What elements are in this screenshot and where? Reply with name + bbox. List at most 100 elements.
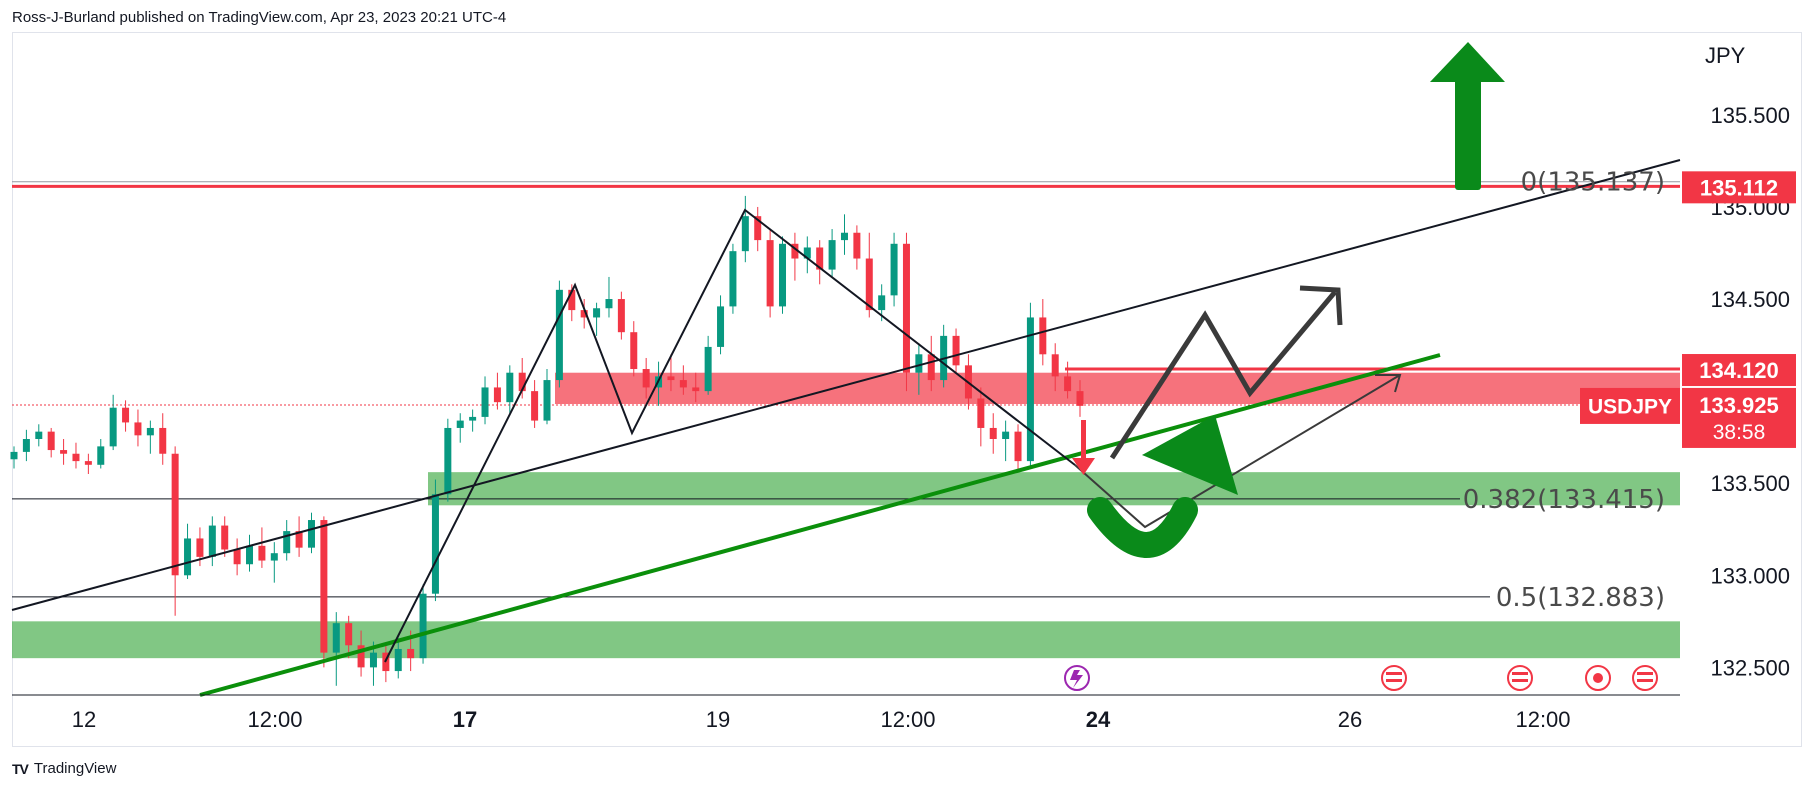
candle-body [122, 407, 130, 423]
green-up-arrow-head [1430, 42, 1505, 82]
candle-body [679, 380, 687, 388]
upper-trendline [11, 159, 1681, 611]
x-tick-label: 12:00 [247, 707, 302, 732]
candle-body [555, 289, 563, 381]
zone-resistance-0 [555, 372, 1680, 405]
lightning-icon [1070, 670, 1083, 688]
candle-body [766, 240, 774, 307]
candle-body [307, 520, 315, 548]
candle-body [977, 398, 985, 428]
candle-body [667, 376, 675, 381]
symbol-badge-bg [1580, 387, 1680, 424]
candle-body [878, 295, 886, 311]
x-tick-label: 24 [1086, 707, 1111, 732]
candle-body [171, 453, 179, 576]
candle-body [258, 545, 266, 561]
candle-body [493, 387, 501, 403]
candle-body [1002, 431, 1010, 440]
candle-body [72, 453, 80, 462]
candle-body [791, 243, 799, 259]
candle-body [419, 593, 427, 659]
us-flag-event-icon-stripe [1637, 672, 1653, 675]
y-tick-label: 133.000 [1710, 563, 1790, 588]
candle-body [394, 648, 402, 672]
green-trendline [199, 353, 1441, 697]
x-tick-label: 19 [706, 707, 730, 732]
candle-body [642, 369, 650, 388]
candle-body [543, 380, 551, 421]
candle-body [109, 407, 117, 447]
fib-label-1: 0.382(133.415) [1463, 485, 1665, 515]
candle-body [989, 427, 997, 440]
candle-body [828, 240, 836, 270]
candle-body [97, 446, 105, 465]
candle-body [345, 623, 353, 646]
candle-body [407, 648, 415, 659]
projection-path [1109, 290, 1337, 460]
candle-body [469, 416, 477, 421]
projection-arrowhead [1299, 285, 1343, 326]
candle-body [605, 299, 613, 309]
price-badge-135112-bg [1682, 171, 1796, 204]
y-tick-label: 134.500 [1710, 287, 1790, 312]
y-tick-label: 132.500 [1710, 655, 1790, 680]
countdown-label: 38:58 [1713, 421, 1766, 444]
candle-body [1076, 391, 1084, 406]
x-tick-label: 12:00 [880, 707, 935, 732]
price-badge-134120: 134.120 [1699, 358, 1779, 383]
candle-body [22, 439, 30, 452]
candle-body [717, 306, 725, 347]
candle-body [1026, 317, 1034, 462]
candle-body [431, 494, 439, 594]
red-down-arrow-shaft [1081, 420, 1086, 462]
zone-support-1 [428, 472, 1680, 506]
publisher-attribution: Ross-J-Burland published on TradingView.… [12, 9, 507, 26]
candle-body [617, 299, 625, 333]
candle-body [754, 216, 762, 241]
candle-body [1039, 317, 1047, 355]
wave-pattern-line [384, 208, 1076, 663]
candle-body [853, 232, 861, 259]
candle-body [902, 243, 910, 373]
candle-body [456, 420, 464, 428]
candle-body [221, 525, 229, 550]
candle-body [531, 391, 539, 421]
thin-projection-line [1074, 374, 1401, 529]
candle-body [134, 422, 142, 436]
candle-body [580, 310, 588, 318]
candle-body [84, 461, 92, 465]
candle-body [890, 243, 898, 296]
tradingview-logo-icon: TV [12, 760, 29, 777]
green-curve-arrow [1087, 497, 1198, 558]
candle-body [283, 531, 291, 554]
us-flag-event-icon [1632, 665, 1658, 691]
y-tick-label: 135.500 [1710, 103, 1790, 128]
us-flag-event-icon-stripe [1512, 679, 1528, 682]
price-badge-134120-bg [1682, 354, 1796, 387]
candle-body [357, 645, 365, 668]
x-tick-label: 17 [453, 707, 477, 732]
zone-support-2 [12, 621, 1680, 659]
tradingview-brand[interactable]: TV TradingView [12, 760, 116, 777]
candle-body [47, 431, 55, 451]
candle-body [159, 427, 167, 454]
fib-label-0: 0(135.137) [1521, 168, 1665, 198]
candle-body [295, 531, 303, 548]
candle-body [35, 431, 43, 440]
currency-label: JPY [1705, 43, 1746, 68]
thin-projection-arrowhead [1375, 374, 1402, 393]
fib-label-2: 0.5(132.883) [1496, 583, 1665, 613]
us-flag-event-icon-stripe [1637, 679, 1653, 682]
candle-body [704, 346, 712, 392]
candle-body [481, 387, 489, 417]
symbol-badge: USDJPY [1588, 395, 1672, 418]
candle-body [741, 216, 749, 252]
candle-body [10, 451, 18, 460]
candle-body [630, 332, 638, 370]
candle-body [506, 372, 514, 403]
candle-body [915, 354, 923, 373]
candle-body [60, 450, 68, 454]
x-tick-label: 12 [72, 707, 96, 732]
tradingview-brand-label: TradingView [33, 760, 117, 777]
